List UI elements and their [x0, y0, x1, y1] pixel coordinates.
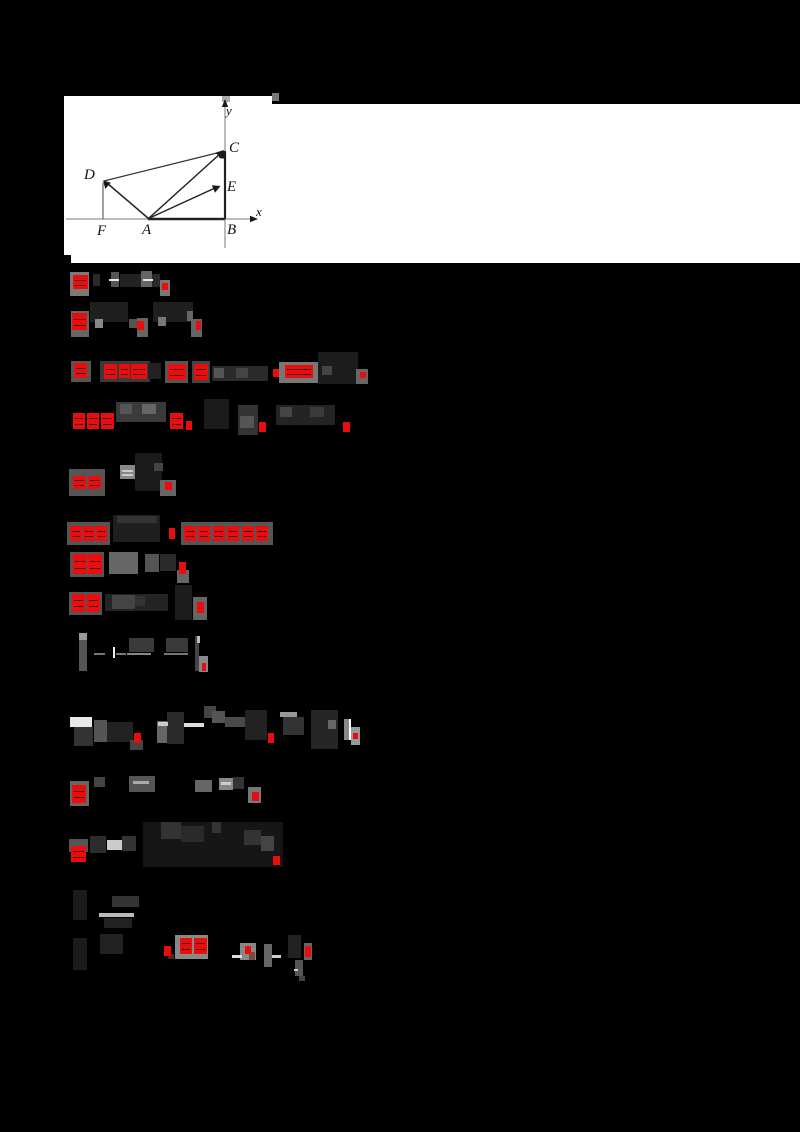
svg-text:F: F [96, 223, 107, 239]
svg-text:y: y [224, 103, 232, 118]
svg-text:A: A [141, 222, 152, 238]
svg-text:C: C [229, 140, 240, 156]
svg-text:x: x [255, 204, 262, 219]
svg-text:E: E [226, 179, 236, 195]
svg-text:D: D [83, 167, 95, 183]
svg-text:B: B [227, 222, 236, 238]
